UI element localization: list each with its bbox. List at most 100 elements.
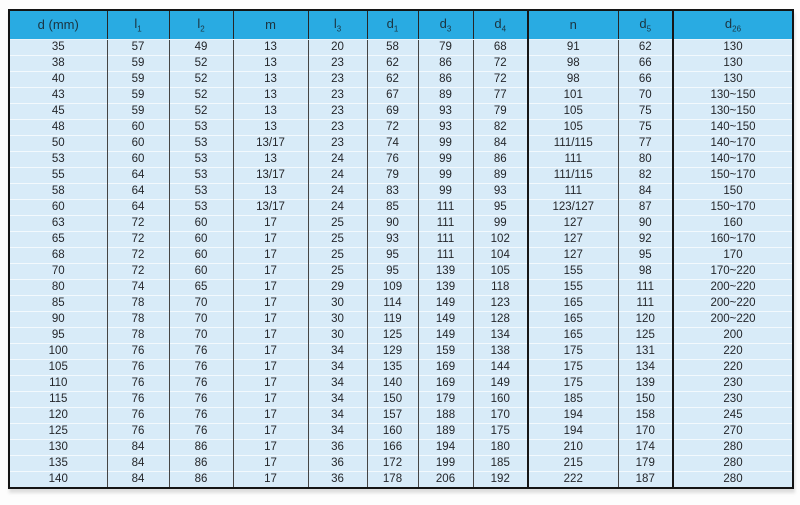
column-header-d26: d26 <box>672 10 793 40</box>
table-row: 60 64 53 13/17 24 85 111 95 123/127 87 150~170 <box>9 198 793 215</box>
table-cell: 165 <box>527 310 618 327</box>
table-cell: 98 <box>527 70 618 87</box>
table-cell: 95 <box>9 326 107 343</box>
table-cell: 24 <box>307 182 367 199</box>
table-cell: 72 <box>106 246 169 263</box>
table-cell: 63 <box>9 214 107 231</box>
table-cell: 134 <box>617 358 673 375</box>
table-cell: 139 <box>617 374 673 391</box>
table-row: 135 84 86 17 36 172 199 185 215 179 280 <box>9 454 793 471</box>
table-cell: 80 <box>9 278 107 295</box>
table-cell: 70 <box>168 310 233 327</box>
table-cell: 220 <box>672 342 793 359</box>
table-row: 120 76 76 17 34 157 188 170 194 158 245 <box>9 406 793 423</box>
table-cell: 130 <box>672 39 793 55</box>
table-cell: 194 <box>527 406 618 423</box>
column-header-d4: d4 <box>472 10 528 40</box>
table-cell: 93 <box>417 102 473 119</box>
table-cell: 119 <box>366 310 418 327</box>
table-cell: 174 <box>617 438 673 455</box>
table-cell: 172 <box>366 454 418 471</box>
table-cell: 58 <box>366 39 418 55</box>
table-cell: 188 <box>417 406 473 423</box>
table-cell: 160 <box>472 390 528 407</box>
table-cell: 60 <box>106 150 169 167</box>
table-cell: 74 <box>366 134 418 151</box>
table-cell: 280 <box>672 438 793 455</box>
table-row: 63 72 60 17 25 90 111 99 127 90 160 <box>9 214 793 231</box>
table-cell: 66 <box>617 70 673 87</box>
table-cell: 140 <box>9 470 107 488</box>
table-cell: 34 <box>307 390 367 407</box>
table-cell: 72 <box>472 70 528 87</box>
table-cell: 99 <box>472 214 528 231</box>
table-cell: 155 <box>527 278 618 295</box>
table-cell: 123 <box>472 294 528 311</box>
table-row: 48 60 53 13 23 72 93 82 105 75 140~150 <box>9 118 793 135</box>
table-cell: 17 <box>232 390 308 407</box>
table-cell: 17 <box>232 214 308 231</box>
table-cell: 84 <box>472 134 528 151</box>
table-row: 85 78 70 17 30 114 149 123 165 111 200~220 <box>9 294 793 311</box>
table-cell: 75 <box>617 118 673 135</box>
column-label-subscript: 1 <box>393 24 399 34</box>
column-label: l <box>134 15 138 31</box>
table-cell: 65 <box>168 278 233 295</box>
table-cell: 165 <box>527 294 618 311</box>
table-cell: 150~170 <box>672 198 793 215</box>
table-cell: 76 <box>168 422 233 439</box>
table-cell: 50 <box>9 134 107 151</box>
table-cell: 60 <box>168 262 233 279</box>
table-cell: 13 <box>232 86 308 103</box>
table-cell: 60 <box>168 246 233 263</box>
table-cell: 160~170 <box>672 230 793 247</box>
table-cell: 23 <box>307 118 367 135</box>
table-cell: 179 <box>617 454 673 471</box>
table-cell: 17 <box>232 310 308 327</box>
table-cell: 72 <box>366 118 418 135</box>
column-header-d5: d5 <box>617 10 673 40</box>
table-cell: 53 <box>168 150 233 167</box>
table-cell: 170~220 <box>672 262 793 279</box>
table-cell: 192 <box>472 470 528 488</box>
table-row: 40 59 52 13 23 62 86 72 98 66 130 <box>9 70 793 87</box>
column-label: d <box>439 15 447 31</box>
column-label: d <box>639 15 647 31</box>
table-cell: 60 <box>106 134 169 151</box>
table-cell: 52 <box>168 54 233 71</box>
table-cell: 34 <box>307 406 367 423</box>
table-cell: 194 <box>417 438 473 455</box>
table-row: 110 76 76 17 34 140 169 149 175 139 230 <box>9 374 793 391</box>
column-label: l <box>197 15 201 31</box>
table-cell: 52 <box>168 102 233 119</box>
table-cell: 60 <box>168 214 233 231</box>
table-cell: 93 <box>366 230 418 247</box>
table-row: 55 64 53 13/17 24 79 99 89 111/115 82 150~170 <box>9 166 793 183</box>
table-cell: 67 <box>366 86 418 103</box>
column-label-subscript: 4 <box>501 24 507 34</box>
table-cell: 86 <box>168 454 233 471</box>
table-cell: 70 <box>168 326 233 343</box>
table-cell: 62 <box>366 70 418 87</box>
header-row: d (mm) l1 l2 m l3 d1 d3 d4 n d5 d26 <box>9 10 793 40</box>
table-cell: 53 <box>168 182 233 199</box>
table-cell: 139 <box>417 278 473 295</box>
column-header-l1: l1 <box>106 10 169 40</box>
table-cell: 100 <box>9 342 107 359</box>
table-cell: 86 <box>168 470 233 488</box>
table-cell: 129 <box>366 342 418 359</box>
table-cell: 83 <box>366 182 418 199</box>
table-cell: 140~170 <box>672 150 793 167</box>
table-cell: 125 <box>366 326 418 343</box>
table-cell: 89 <box>472 166 528 183</box>
table-cell: 23 <box>307 102 367 119</box>
table-cell: 36 <box>307 470 367 488</box>
table-cell: 111 <box>417 230 473 247</box>
table-cell: 91 <box>527 39 618 55</box>
table-cell: 178 <box>366 470 418 488</box>
table-cell: 59 <box>106 102 169 119</box>
column-header-d3: d3 <box>417 10 473 40</box>
table-cell: 127 <box>527 214 618 231</box>
table-cell: 104 <box>472 246 528 263</box>
table-cell: 76 <box>106 390 169 407</box>
